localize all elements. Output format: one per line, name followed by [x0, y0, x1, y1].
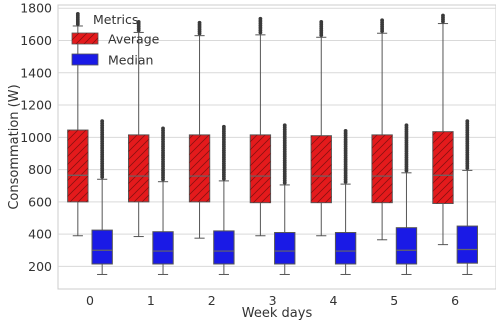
- box-hatch: [128, 134, 149, 202]
- legend-swatch-median: [71, 53, 99, 66]
- box-average-1: [128, 20, 150, 238]
- outlier-point: [221, 124, 226, 129]
- outlier-point: [100, 119, 105, 124]
- box-hatch: [189, 134, 210, 202]
- box-median-1: [152, 126, 174, 275]
- legend-label-median: Median: [108, 53, 153, 68]
- legend-title: Metrics: [93, 12, 138, 27]
- box-median-0: [91, 119, 113, 275]
- outlier-point: [161, 126, 165, 131]
- box-average-3: [249, 16, 272, 237]
- x-tick-label: 0: [86, 293, 94, 308]
- box-median-3: [274, 123, 296, 275]
- y-tick-labels: 200 400 600 800 1000 1200 1400 1600 1800: [20, 1, 52, 274]
- x-tick-labels: 0 1 2 3 4 5 6: [86, 293, 459, 308]
- x-tick-label: 2: [208, 293, 216, 308]
- box-average-5: [371, 18, 393, 241]
- legend-swatch-average-hatch: [72, 33, 98, 44]
- legend-label-average: Average: [108, 32, 160, 47]
- box-average-2: [188, 20, 211, 239]
- box-body: [213, 230, 235, 265]
- box-body: [395, 227, 418, 265]
- box-hatch: [371, 134, 393, 203]
- box-body: [152, 231, 174, 265]
- box-median-6: [456, 119, 478, 275]
- box-body: [456, 225, 478, 264]
- box-median-5: [395, 123, 418, 275]
- outlier-point: [404, 123, 409, 128]
- box-hatch: [67, 130, 88, 202]
- y-tick-label: 1800: [20, 1, 52, 16]
- x-tick-label: 5: [390, 293, 398, 308]
- y-tick-label: 1000: [20, 130, 52, 145]
- outlier-point: [258, 16, 263, 21]
- outlier-point: [75, 11, 80, 16]
- y-tick-label: 600: [28, 194, 52, 209]
- box-layer: [67, 11, 478, 275]
- outlier-point: [319, 20, 324, 24]
- box-hatch: [432, 131, 454, 204]
- box-average-6: [432, 13, 454, 246]
- y-tick-label: 1200: [20, 98, 52, 113]
- y-tick-label: 1600: [20, 33, 52, 48]
- box-hatch: [311, 135, 332, 203]
- box-average-4: [310, 20, 332, 237]
- box-hatch: [250, 134, 271, 203]
- outlier-point: [282, 123, 287, 128]
- x-tick-label: 3: [269, 293, 277, 308]
- x-tick-label: 1: [147, 293, 155, 308]
- x-tick-label: 4: [329, 293, 337, 308]
- x-tick-label: 6: [451, 293, 459, 308]
- box-average-0: [67, 11, 89, 237]
- box-body: [91, 229, 113, 265]
- outlier-point: [465, 119, 470, 124]
- box-body: [274, 232, 296, 265]
- y-tick-label: 200: [28, 259, 52, 274]
- outlier-point: [441, 13, 445, 18]
- box-body: [334, 232, 357, 265]
- legend: Metrics Average Median: [71, 12, 160, 68]
- y-axis-label: Consommation (W): [7, 84, 22, 209]
- outlier-point: [136, 20, 141, 24]
- box-median-2: [213, 124, 235, 275]
- outlier-point: [380, 18, 385, 23]
- outlier-point: [197, 20, 202, 25]
- x-axis-label: Week days: [242, 306, 313, 321]
- y-tick-label: 400: [28, 227, 52, 242]
- y-tick-label: 1400: [20, 65, 52, 80]
- outlier-point: [343, 128, 348, 133]
- box-median-4: [334, 128, 357, 275]
- y-tick-label: 800: [28, 162, 52, 177]
